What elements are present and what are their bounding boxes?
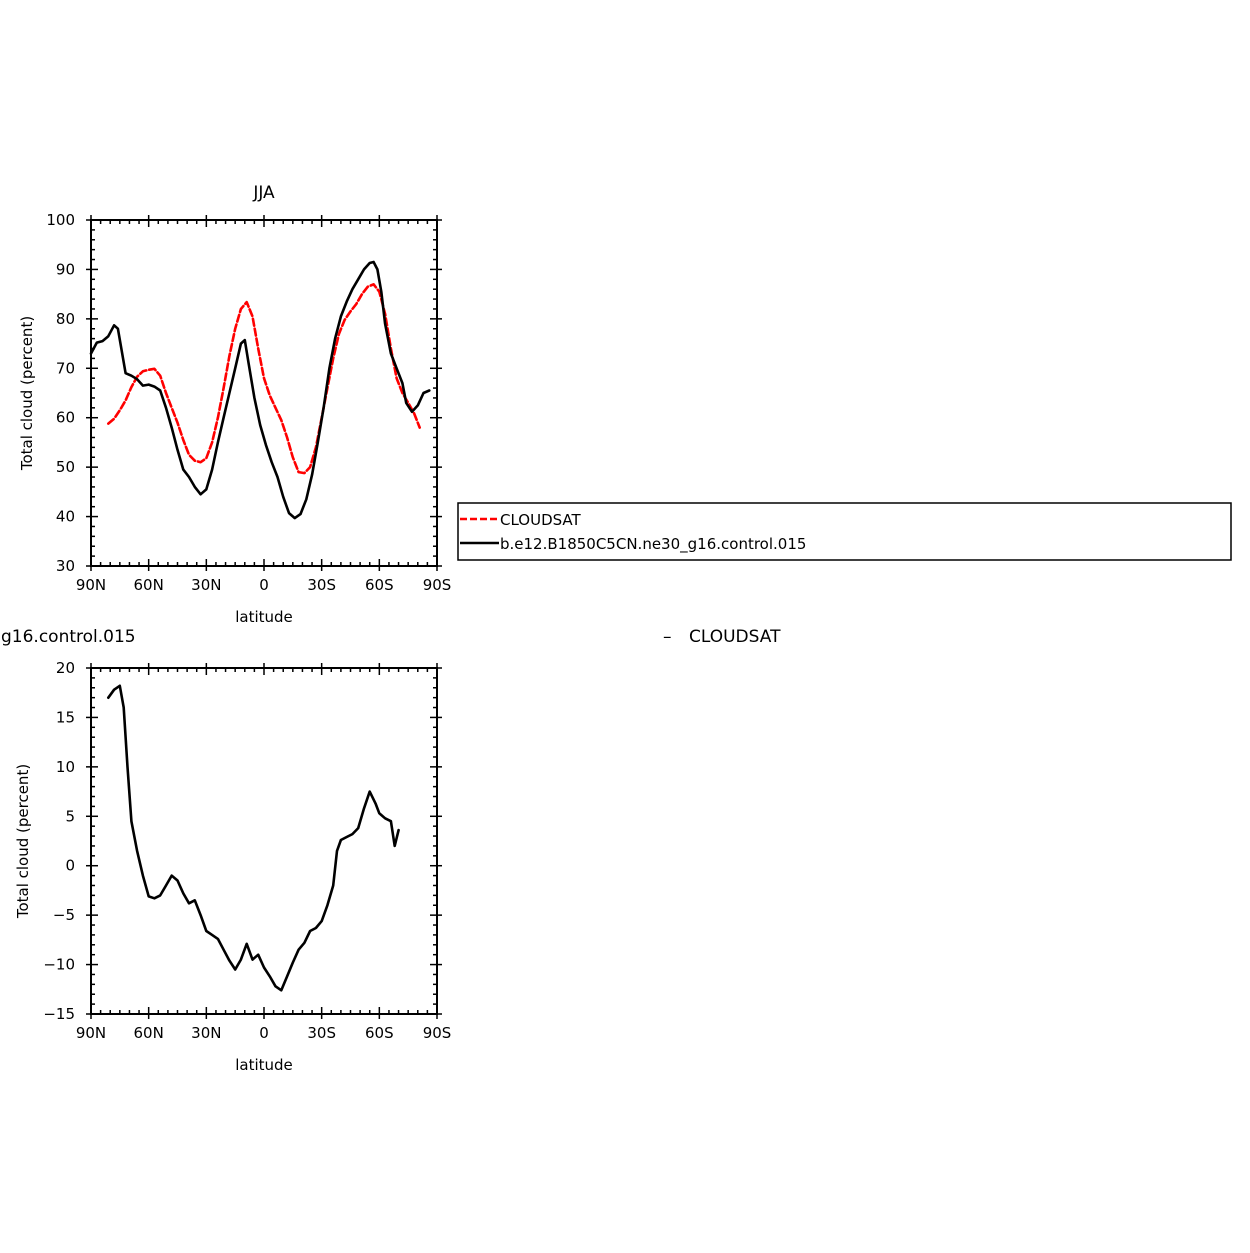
top-panel-axes: 90N 60N 30N 0 30S 60S 90S 30 40 50 60 70 80 90 100 — [46, 211, 451, 594]
bottom-y-axis-label: Total cloud (percent) — [14, 764, 32, 919]
plot-frame — [90, 219, 438, 567]
y-tick-label: 50 — [56, 458, 75, 476]
series-line-1 — [89, 260, 431, 520]
x-tick-label: 0 — [259, 1024, 269, 1042]
y-tick-label: −10 — [43, 956, 75, 974]
y-tick-label: 10 — [56, 758, 75, 776]
bottom-panel: g16.control.015 – CLOUDSAT 90N 60N 30N 0 30S… — [1, 627, 781, 1074]
x-tick-label: 60S — [365, 576, 394, 594]
x-tick-label: 90N — [76, 1024, 106, 1042]
series-line-0 — [107, 283, 421, 475]
bottom-panel-right-title-dash: – — [663, 627, 672, 647]
y-tick-label: 15 — [56, 708, 75, 726]
x-tick-label: 60S — [365, 1024, 394, 1042]
bottom-x-axis-label: latitude — [235, 1056, 293, 1074]
bottom-panel-right-title: CLOUDSAT — [689, 627, 781, 647]
y-tick-label: 90 — [56, 260, 75, 278]
series-line-0 — [107, 684, 400, 992]
y-tick-label: 100 — [46, 211, 75, 229]
y-tick-label: 0 — [65, 857, 75, 875]
y-tick-label: 20 — [56, 659, 75, 677]
x-tick-label: 30S — [307, 576, 336, 594]
x-tick-label: 30S — [307, 1024, 336, 1042]
top-y-axis-label: Total cloud (percent) — [18, 316, 36, 471]
legend: CLOUDSAT b.e12.B1850C5CN.ne30_g16.contro… — [457, 502, 1232, 561]
plot-frame — [90, 667, 438, 1015]
y-tick-label: 80 — [56, 310, 75, 328]
y-tick-label: −5 — [53, 906, 75, 924]
bottom-panel-axes: 90N 60N 30N 0 30S 60S 90S −15 −10 −5 0 5 10 15 20 — [43, 659, 451, 1042]
y-tick-label: −15 — [43, 1005, 75, 1023]
y-tick-label: 5 — [65, 807, 75, 825]
top-panel-title: JJA — [252, 183, 275, 203]
legend-label-cloudsat: CLOUDSAT — [500, 511, 582, 529]
x-tick-label: 90S — [423, 576, 452, 594]
y-tick-label: 40 — [56, 508, 75, 526]
top-panel: JJA 90N 60N 30N 0 30S 60S 90S 30 40 50 60 70 80 90 100… — [18, 183, 451, 626]
x-tick-label: 60N — [134, 576, 164, 594]
x-tick-label: 90S — [423, 1024, 452, 1042]
x-tick-label: 90N — [76, 576, 106, 594]
x-tick-label: 0 — [259, 576, 269, 594]
y-tick-label: 30 — [56, 557, 75, 575]
x-tick-label: 30N — [191, 576, 221, 594]
legend-box — [457, 502, 1232, 561]
x-tick-label: 30N — [191, 1024, 221, 1042]
bottom-panel-title: g16.control.015 — [1, 627, 136, 647]
top-x-axis-label: latitude — [235, 608, 293, 626]
y-tick-label: 70 — [56, 359, 75, 377]
legend-label-model: b.e12.B1850C5CN.ne30_g16.control.015 — [500, 535, 806, 554]
x-tick-label: 60N — [134, 1024, 164, 1042]
y-tick-label: 60 — [56, 409, 75, 427]
